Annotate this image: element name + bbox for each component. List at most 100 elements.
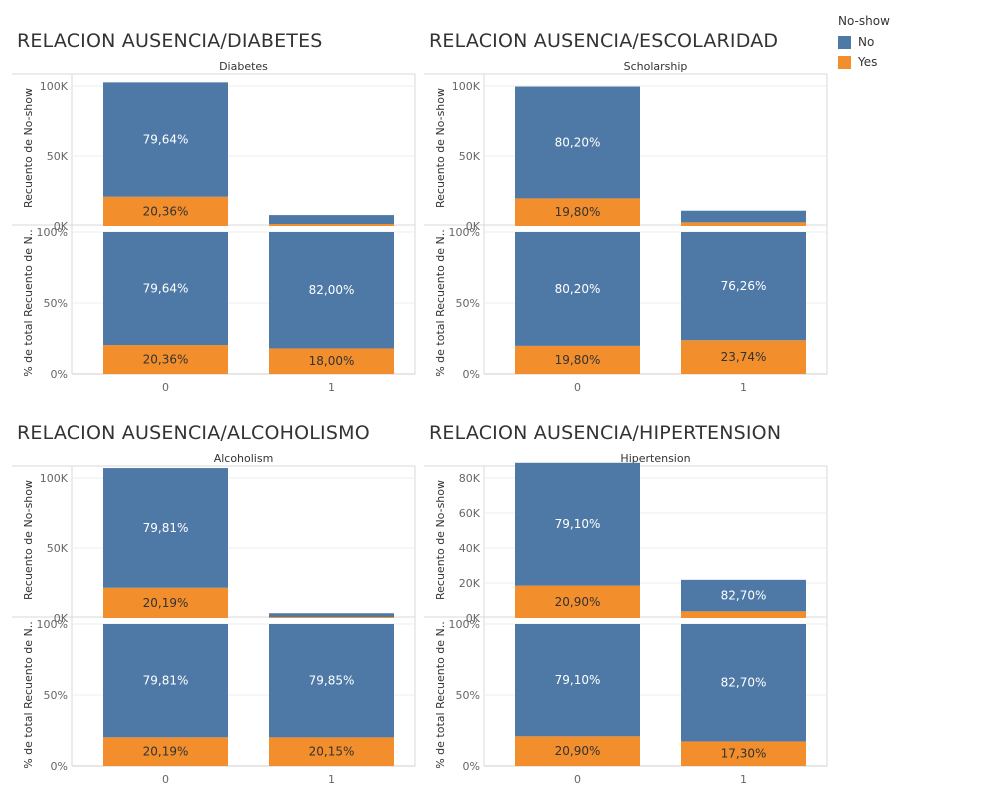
y-tick-label: 0K bbox=[54, 220, 69, 233]
facet-label: Diabetes bbox=[219, 60, 268, 73]
bar-yes bbox=[681, 611, 806, 618]
data-label-yes: 20,36% bbox=[143, 353, 189, 367]
bar-yes bbox=[681, 340, 806, 374]
y-tick-label: 0% bbox=[463, 368, 480, 381]
data-label-yes: 23,74% bbox=[721, 350, 767, 364]
bar-no bbox=[515, 86, 640, 199]
x-tick-label: 0 bbox=[162, 381, 169, 394]
data-label-no: 79,81% bbox=[143, 674, 189, 688]
data-label-yes: 20,19% bbox=[143, 745, 189, 759]
y-tick-label: 0K bbox=[54, 612, 69, 625]
data-label-no: 80,20% bbox=[555, 135, 601, 149]
bar-no bbox=[103, 82, 228, 197]
bar-no bbox=[681, 232, 806, 341]
legend-item-yes[interactable]: Yes bbox=[838, 52, 988, 72]
data-label-yes: 18,00% bbox=[309, 354, 355, 368]
facet-label: Scholarship bbox=[624, 60, 688, 73]
bar-yes bbox=[515, 585, 640, 618]
data-label-yes: 20,19% bbox=[143, 596, 189, 610]
bar-no bbox=[681, 624, 806, 742]
x-tick-label: 0 bbox=[162, 773, 169, 786]
bar-yes bbox=[269, 617, 394, 618]
y-tick-label: 0K bbox=[466, 612, 481, 625]
bar-no bbox=[269, 613, 394, 618]
data-label-yes: 20,90% bbox=[555, 595, 601, 609]
facet-label: Hipertension bbox=[620, 452, 690, 465]
y-axis-label: % de total Recuento de N.. bbox=[434, 229, 447, 377]
data-label-no: 79,10% bbox=[555, 673, 601, 687]
data-label-no: 79,10% bbox=[555, 517, 601, 531]
data-label-yes: 20,15% bbox=[309, 745, 355, 759]
y-tick-label: 20K bbox=[459, 577, 481, 590]
bar-yes bbox=[103, 737, 228, 766]
bar-no bbox=[515, 462, 640, 586]
chart-svg: Alcoholism 0K 50K 100K Recuento de No-show 79… bbox=[12, 452, 416, 786]
chart-svg: Diabetes 0K 50K 100K Recuento de No-show 79,6… bbox=[12, 60, 416, 394]
y-tick-label: 80K bbox=[459, 472, 481, 485]
x-tick-label: 1 bbox=[740, 381, 747, 394]
y-axis-label: Recuento de No-show bbox=[434, 88, 447, 208]
bar-yes bbox=[515, 198, 640, 226]
y-tick-label: 0% bbox=[51, 760, 68, 773]
bar-no bbox=[269, 215, 394, 225]
data-label-no: 82,70% bbox=[721, 589, 767, 603]
y-tick-label: 40K bbox=[459, 542, 481, 555]
x-tick-label: 1 bbox=[328, 381, 335, 394]
bar-yes bbox=[269, 348, 394, 374]
bar-yes bbox=[103, 345, 228, 374]
data-label-no: 82,70% bbox=[721, 676, 767, 690]
legend-label: No bbox=[858, 35, 875, 49]
y-tick-label: 50K bbox=[47, 542, 69, 555]
data-label-no: 79,81% bbox=[143, 521, 189, 535]
bar-no bbox=[515, 624, 640, 737]
legend: No-show No Yes bbox=[838, 14, 988, 72]
bar-no bbox=[681, 579, 806, 612]
y-tick-label: 100% bbox=[449, 226, 480, 239]
y-axis-label: Recuento de No-show bbox=[22, 88, 35, 208]
y-tick-label: 0K bbox=[466, 220, 481, 233]
bar-no bbox=[681, 210, 806, 223]
bar-yes bbox=[681, 222, 806, 226]
bar-no bbox=[103, 624, 228, 738]
legend-item-no[interactable]: No bbox=[838, 32, 988, 52]
y-tick-label: 50% bbox=[456, 689, 480, 702]
data-label-no: 82,00% bbox=[309, 283, 355, 297]
chart-title: RELACION AUSENCIA/DIABETES bbox=[17, 30, 323, 52]
y-axis-label: % de total Recuento de N.. bbox=[22, 229, 35, 377]
legend-swatch-no bbox=[838, 35, 851, 49]
legend-label: Yes bbox=[858, 55, 878, 69]
y-tick-label: 50K bbox=[47, 150, 69, 163]
y-tick-label: 100% bbox=[37, 618, 68, 631]
chart-title: RELACION AUSENCIA/ESCOLARIDAD bbox=[429, 30, 779, 52]
bar-yes bbox=[103, 196, 228, 226]
bar-yes bbox=[515, 345, 640, 374]
y-tick-label: 100K bbox=[40, 80, 69, 93]
bar-yes bbox=[269, 224, 394, 226]
x-tick-label: 1 bbox=[740, 773, 747, 786]
chart-title: RELACION AUSENCIA/ALCOHOLISMO bbox=[17, 422, 370, 444]
bar-no bbox=[269, 624, 394, 738]
y-tick-label: 0% bbox=[463, 760, 480, 773]
data-label-yes: 20,36% bbox=[143, 204, 189, 218]
bar-yes bbox=[103, 587, 228, 618]
bar-no bbox=[103, 468, 228, 588]
y-axis-label: % de total Recuento de N.. bbox=[434, 621, 447, 769]
y-tick-label: 50% bbox=[44, 689, 68, 702]
y-tick-label: 60K bbox=[459, 507, 481, 520]
data-label-no: 79,64% bbox=[143, 282, 189, 296]
bar-yes bbox=[269, 737, 394, 766]
y-tick-label: 100K bbox=[40, 472, 69, 485]
legend-swatch-yes bbox=[838, 55, 851, 69]
x-tick-label: 1 bbox=[328, 773, 335, 786]
y-axis-label: Recuento de No-show bbox=[22, 480, 35, 600]
bar-no bbox=[269, 232, 394, 349]
y-tick-label: 100K bbox=[452, 80, 481, 93]
bar-yes bbox=[515, 736, 640, 766]
chart-svg: Hipertension 0K 20K 40K 60K 80K Recuento de No… bbox=[424, 452, 828, 786]
y-tick-label: 50K bbox=[459, 150, 481, 163]
chart-alcoholism: RELACION AUSENCIA/ALCOHOLISMO Alcoholism… bbox=[12, 402, 424, 792]
y-tick-label: 50% bbox=[456, 297, 480, 310]
bar-yes bbox=[681, 741, 806, 766]
y-tick-label: 0% bbox=[51, 368, 68, 381]
chart-scholarship: RELACION AUSENCIA/ESCOLARIDAD Scholarshi… bbox=[424, 10, 836, 400]
